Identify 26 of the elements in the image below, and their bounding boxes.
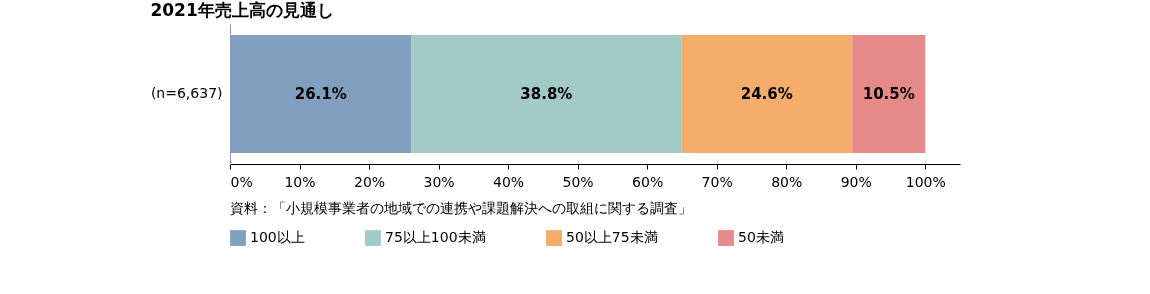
chart-title: 2021年売上高の見通し [150,0,334,20]
data-label: 26.1% [294,85,347,103]
data-label: 38.8% [520,85,573,103]
x-tick-label: 50% [562,173,594,190]
x-tick-label: 80% [771,173,803,190]
legend-label: 50以上75未満 [566,229,658,246]
x-tick-label: 0% [230,173,253,190]
x-tick-label: 10% [284,173,316,190]
bar [411,35,682,153]
x-tick-label: 40% [493,173,525,190]
legend-label: 50未満 [738,229,784,246]
y-tick-label: (n=6,637) [150,85,223,101]
legend-label: 75以上100未満 [385,229,486,246]
data-label: 24.6% [740,85,793,103]
bar [852,35,926,153]
x-tick-label: 70% [701,173,733,190]
bar [681,35,853,153]
x-tick-label: 20% [353,173,386,190]
legend-label: 100以上 [250,229,305,246]
bar [230,35,412,153]
data-label: 10.5% [862,85,915,103]
x-tick-label: 90% [840,173,872,190]
text: 資料：「小規模事業者の地域での連携や課題解決への取組に関する調査」 [230,200,692,216]
x-tick-label: 30% [423,173,455,190]
x-tick-label: 60% [632,173,664,190]
x-tick-label: 100% [905,173,946,190]
